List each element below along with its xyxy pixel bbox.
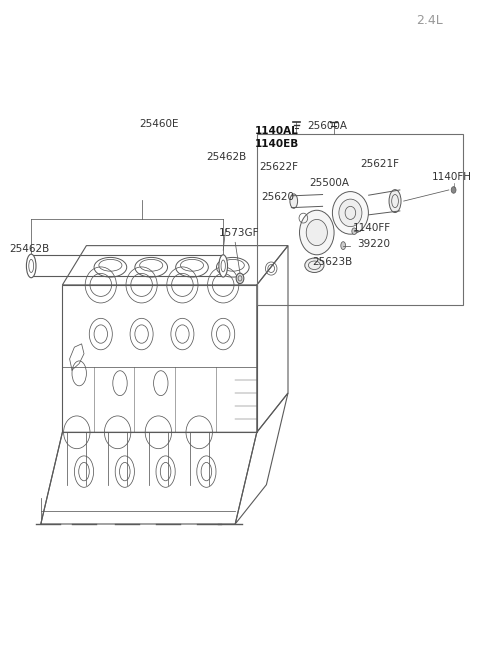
Ellipse shape — [451, 187, 456, 193]
Text: 1140FH: 1140FH — [432, 172, 472, 182]
Bar — [257, 134, 463, 305]
Ellipse shape — [306, 219, 327, 246]
Ellipse shape — [341, 242, 346, 250]
Text: 1140FF: 1140FF — [353, 223, 391, 233]
Ellipse shape — [236, 273, 244, 284]
Text: 25462B: 25462B — [10, 244, 50, 254]
Text: 39220: 39220 — [358, 238, 391, 249]
Text: 25620: 25620 — [262, 191, 295, 202]
Ellipse shape — [300, 210, 334, 255]
Text: 25460E: 25460E — [139, 119, 179, 130]
Ellipse shape — [290, 194, 298, 208]
Text: 25622F: 25622F — [259, 162, 298, 172]
Ellipse shape — [305, 258, 324, 272]
Text: 25600A: 25600A — [307, 121, 347, 131]
Text: 25621F: 25621F — [360, 159, 399, 169]
Ellipse shape — [352, 228, 357, 234]
Text: 25500A: 25500A — [310, 178, 349, 189]
Ellipse shape — [219, 255, 228, 277]
Text: 25462B: 25462B — [206, 152, 247, 162]
Ellipse shape — [339, 199, 362, 227]
Ellipse shape — [26, 254, 36, 278]
Text: 1573GF: 1573GF — [218, 227, 259, 238]
Text: 25623B: 25623B — [312, 257, 352, 267]
Text: 2.4L: 2.4L — [416, 14, 443, 28]
Text: 1140AL: 1140AL — [254, 126, 298, 136]
Text: 1140EB: 1140EB — [254, 139, 299, 149]
Ellipse shape — [389, 190, 401, 212]
Ellipse shape — [332, 191, 369, 234]
